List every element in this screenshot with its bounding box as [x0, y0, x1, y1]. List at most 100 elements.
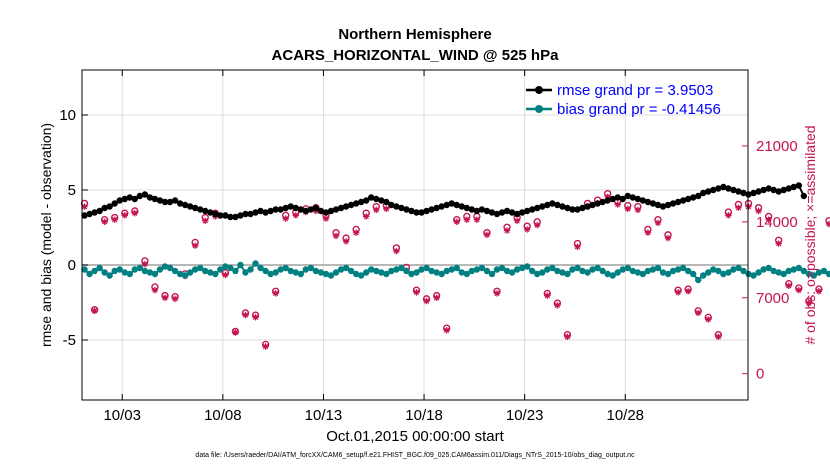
bias-point [679, 264, 687, 272]
obs-assimilated-marker [111, 216, 118, 223]
bias-point [755, 269, 762, 276]
rmse-point [292, 204, 299, 212]
rmse-point [312, 204, 320, 212]
bias-point [352, 270, 360, 278]
obs-assimilated-marker [151, 286, 159, 294]
rmse-point [619, 195, 626, 203]
bias-point [227, 264, 234, 272]
legend-rmse-marker [535, 86, 543, 94]
rmse-point [564, 204, 571, 212]
bias-point [820, 267, 828, 275]
rmse-point [121, 195, 128, 203]
obs-assimilated-marker [222, 271, 229, 279]
bias-point [664, 270, 672, 278]
bias-point [393, 266, 400, 273]
bias-point [654, 264, 662, 272]
bias-point [810, 272, 818, 279]
rmse-point [574, 206, 581, 213]
rmse-point [262, 209, 269, 216]
rmse-point [86, 210, 93, 218]
rmse-point [428, 206, 435, 213]
obs-assimilated-marker [604, 193, 611, 201]
bias-point [584, 269, 591, 276]
x-tick-label: 10/23 [506, 407, 544, 424]
bias-point [378, 269, 385, 276]
obs-assimilated-marker [171, 295, 179, 303]
rmse-point [96, 207, 103, 215]
bias-point [166, 264, 174, 272]
rmse-point [181, 201, 189, 209]
obs-assimilated-marker [332, 232, 340, 240]
obs-assimilated-marker [614, 201, 621, 208]
bias-point [775, 269, 782, 276]
bias-point [725, 269, 732, 276]
rmse-point [197, 206, 204, 213]
bias-point [564, 270, 571, 278]
bias-point [443, 267, 450, 275]
bias-point [765, 264, 772, 272]
bias-point [599, 267, 606, 275]
grid-lines [82, 70, 748, 400]
bias-point [106, 272, 113, 279]
rmse-point [473, 207, 481, 215]
rmse-point [579, 204, 586, 212]
bias-point [81, 266, 88, 273]
bias-point [770, 267, 777, 275]
bias-point [197, 264, 204, 272]
bias-point [232, 267, 239, 275]
rmse-point [191, 204, 199, 212]
bias-point [332, 269, 340, 276]
bias-point [453, 264, 460, 272]
y-tick-label: 0 [68, 257, 76, 274]
bias-point [438, 270, 445, 278]
rmse-point [126, 194, 133, 201]
rmse-point [413, 209, 420, 216]
bias-point [357, 272, 365, 279]
obs-assimilated-marker [342, 238, 350, 245]
rmse-point [433, 204, 440, 212]
rmse-point [750, 189, 757, 197]
bias-point [307, 264, 315, 272]
bias-point [282, 264, 289, 272]
bias-point [403, 267, 410, 275]
rmse-point [765, 185, 772, 192]
bias-point [267, 270, 274, 278]
rmse-point [498, 209, 506, 216]
bias-point [825, 270, 830, 278]
bias-point [312, 267, 320, 275]
bias-point [674, 266, 682, 273]
rmse-point [609, 195, 616, 203]
rmse-point [679, 197, 687, 204]
obs-assimilated-marker [101, 218, 108, 226]
rmse-point [569, 206, 576, 213]
bias-point [418, 266, 425, 273]
bias-point [750, 272, 757, 279]
bias-point [559, 269, 566, 276]
bias-point [156, 266, 164, 273]
x-tick-label: 10/13 [305, 407, 343, 424]
rmse-point [272, 206, 279, 213]
bias-point [408, 270, 415, 278]
rmse-point [674, 198, 682, 206]
rmse-point [740, 189, 747, 197]
rmse-point [156, 197, 164, 204]
rmse-point [695, 192, 702, 200]
rmse-point [624, 192, 631, 200]
obs-assimilated-marker [383, 205, 390, 213]
obs-assimilated-marker [262, 343, 269, 350]
rmse-point [599, 198, 606, 206]
bias-point [141, 267, 149, 275]
obs-assimilated-marker [745, 203, 752, 210]
rmse-point [337, 204, 345, 212]
rmse-point [483, 207, 491, 215]
bias-point [498, 264, 506, 272]
obs-assimilated-marker [373, 206, 380, 214]
rmse-point [634, 195, 642, 203]
x-axis-label: Oct.01,2015 00:00:00 start [326, 428, 504, 445]
bias-point [342, 264, 350, 272]
obs-assimilated-marker [393, 247, 400, 255]
legend-rmse-label: rmse grand pr = 3.9503 [557, 82, 713, 99]
obs-assimilated-marker [272, 290, 279, 297]
bias-point [413, 269, 420, 276]
chart-subtitle: ACARS_HORIZONTAL_WIND @ 525 hPa [272, 47, 560, 64]
